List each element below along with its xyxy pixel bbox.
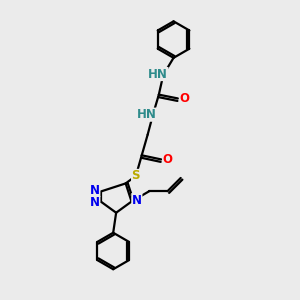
Text: HN: HN (137, 108, 157, 121)
Text: N: N (132, 194, 142, 207)
Text: O: O (179, 92, 190, 105)
Text: O: O (163, 153, 173, 166)
Text: S: S (132, 169, 140, 182)
Text: N: N (90, 184, 100, 196)
Text: N: N (90, 196, 100, 209)
Text: HN: HN (148, 68, 168, 80)
